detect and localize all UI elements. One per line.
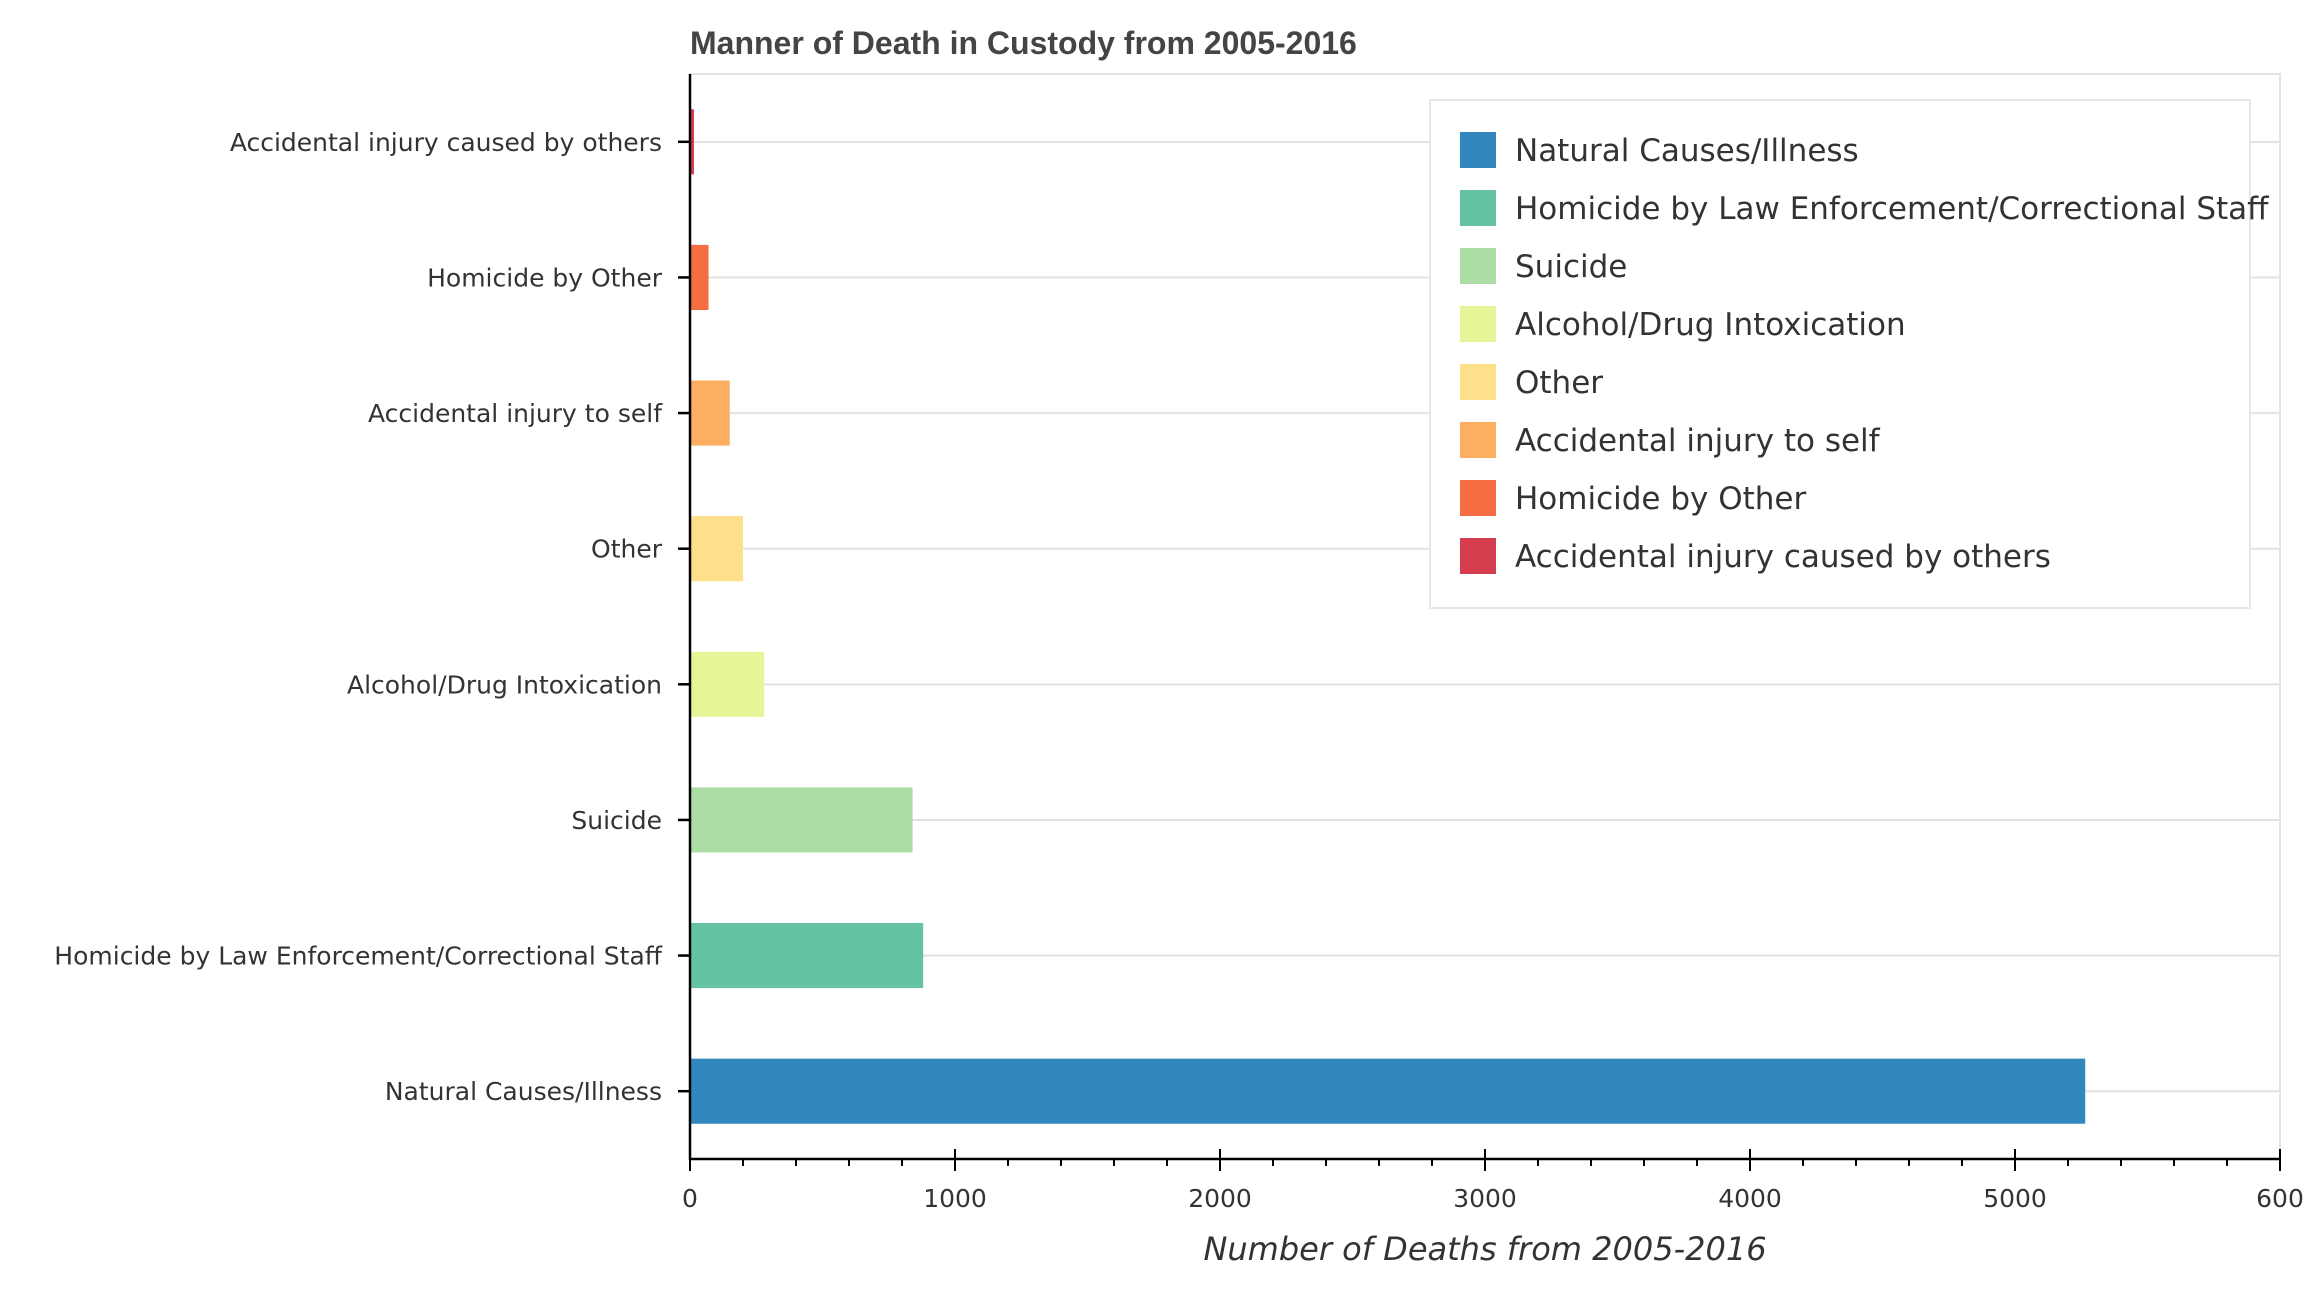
chart-title: Manner of Death in Custody from 2005-201… <box>690 25 1357 61</box>
bar <box>690 516 743 582</box>
legend: Natural Causes/Illness Homicide by Law En… <box>1429 99 2269 609</box>
legend-box <box>1429 99 2251 609</box>
x-tick-label: 2000 <box>1188 1184 1252 1213</box>
legend-swatch <box>1460 132 1496 168</box>
category-label: Suicide <box>571 806 662 835</box>
x-axis-label: Number of Deaths from 2005-2016 <box>1203 1230 1766 1268</box>
legend-entry-label: Accidental injury caused by others <box>1515 539 2051 575</box>
bar <box>690 380 730 446</box>
category-label: Accidental injury caused by others <box>230 128 662 157</box>
legend-entry-label: Homicide by Other <box>1515 481 1807 517</box>
bar <box>690 1058 2086 1124</box>
bar <box>690 923 924 989</box>
axis-layer: Natural Causes/Illness Homicide by Law En… <box>54 74 2304 1213</box>
legend-swatch <box>1460 422 1496 458</box>
legend-entry-label: Accidental injury to self <box>1515 423 1881 459</box>
x-tick-label: 3000 <box>1453 1184 1517 1213</box>
x-tick-label: 0 <box>682 1184 698 1213</box>
category-label: Accidental injury to self <box>368 399 663 428</box>
legend-entry-label: Homicide by Law Enforcement/Correctional… <box>1515 191 2269 227</box>
x-tick-label: 4000 <box>1718 1184 1782 1213</box>
legend-swatch <box>1460 364 1496 400</box>
legend-swatch <box>1460 190 1496 226</box>
bar <box>690 109 694 175</box>
x-tick-label: 1000 <box>923 1184 987 1213</box>
category-label: Alcohol/Drug Intoxication <box>347 670 662 699</box>
bar <box>690 244 709 310</box>
bar <box>690 787 913 853</box>
bar <box>690 651 765 717</box>
legend-swatch <box>1460 538 1496 574</box>
legend-entry-label: Alcohol/Drug Intoxication <box>1515 307 1906 343</box>
category-label: Other <box>591 535 663 564</box>
x-tick-label: 600 <box>2256 1184 2304 1213</box>
category-label: Natural Causes/Illness <box>385 1077 662 1106</box>
legend-entry-label: Other <box>1515 365 1603 401</box>
legend-swatch <box>1460 248 1496 284</box>
legend-swatch <box>1460 306 1496 342</box>
legend-swatch <box>1460 480 1496 516</box>
category-label: Homicide by Law Enforcement/Correctional… <box>54 942 662 971</box>
legend-entry-label: Suicide <box>1515 249 1627 285</box>
category-label: Homicide by Other <box>427 263 663 292</box>
legend-entry-label: Natural Causes/Illness <box>1515 133 1859 169</box>
bar-layer <box>690 109 2086 1124</box>
x-tick-label: 5000 <box>1983 1184 2047 1213</box>
